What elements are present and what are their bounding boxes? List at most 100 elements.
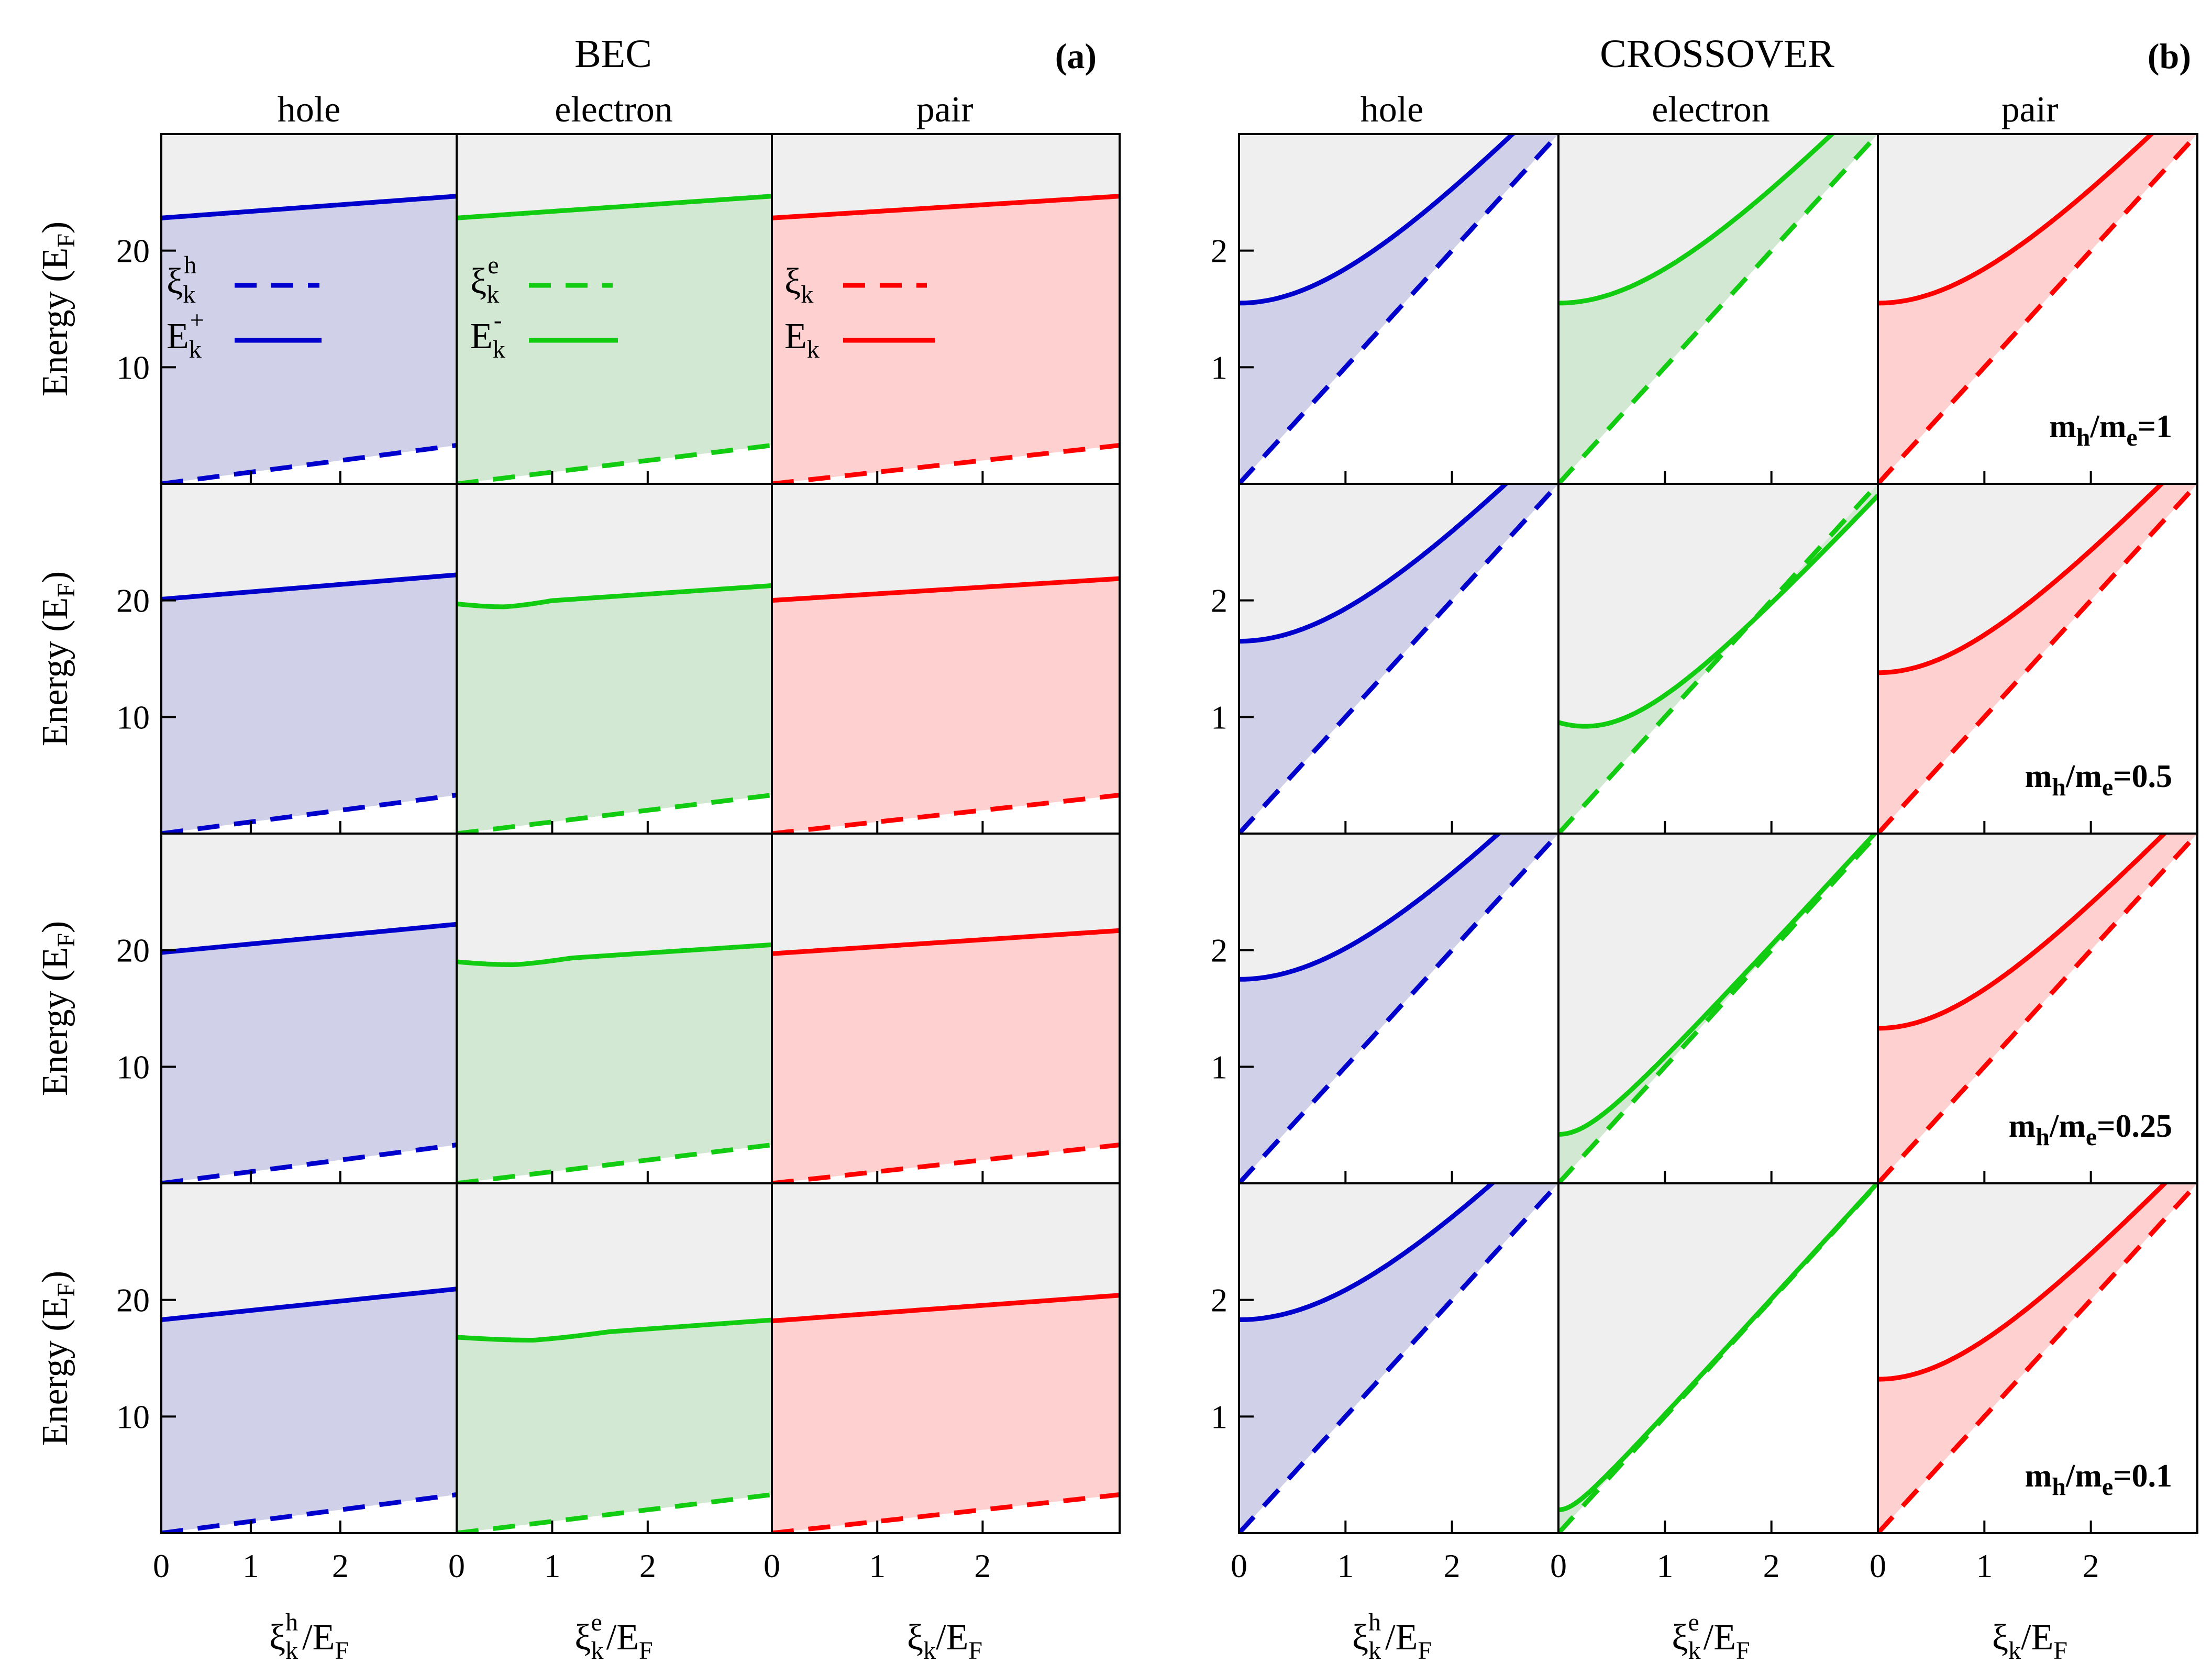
x-tick-label: 0 — [1550, 1547, 1567, 1584]
pair-background-region — [772, 1183, 1120, 1321]
pair-E-curve — [772, 194, 1120, 220]
electron-gap-region — [457, 585, 772, 834]
xlabel-hole-a: ξkh/EF — [269, 1609, 349, 1665]
xlabel-electron-a: ξke/EF — [574, 1609, 652, 1665]
hole-xi-curve — [161, 793, 457, 834]
group-a-title: BEC — [574, 32, 652, 76]
group-b-tag: (b) — [2148, 36, 2191, 76]
hole-E-curve — [161, 194, 457, 220]
panel-bec-electron-row-4: 0 1 2 — [448, 1182, 773, 1584]
electron-E-curve — [457, 194, 772, 220]
panel-bec-hole-row-2: 10 20 — [116, 483, 458, 835]
panel-bec-hole-row-3: 10 20 — [116, 833, 458, 1184]
y-tick-label: 1 — [1211, 698, 1227, 736]
group-a-tag: (a) — [1055, 36, 1097, 76]
hole-E-curve — [1239, 834, 1502, 982]
legend-pair-E-label: Ek — [784, 316, 820, 363]
group-b-title: CROSSOVER — [1600, 32, 1834, 76]
y-tick-label: 10 — [116, 349, 150, 386]
electron-background-region — [457, 134, 772, 218]
pair-background-region — [1878, 134, 2197, 303]
pair-gap-region — [772, 579, 1120, 834]
legend-hole: ξkh Ek+ — [167, 251, 322, 363]
pair-E-curve — [1878, 484, 2165, 675]
pair-xi-curve — [772, 1492, 1120, 1533]
pair-gap-region — [772, 1295, 1120, 1533]
x-tick-label: 1 — [1976, 1547, 1993, 1584]
pair-xi-curve — [772, 793, 1120, 834]
col-header-pair-a: pair — [916, 90, 974, 130]
hole-gap-region — [161, 924, 457, 1183]
electron-xi-curve — [1558, 484, 1878, 834]
electron-E-curve — [1558, 494, 1878, 729]
panel-crossover-pair-row-2 — [1877, 483, 2198, 835]
y-tick-label: 1 — [1211, 1048, 1227, 1085]
x-tick-label: 2 — [974, 1547, 991, 1584]
hole-E-curve — [161, 1286, 457, 1322]
x-tick-label: 0 — [153, 1547, 170, 1584]
panel-frame — [1877, 1182, 2198, 1534]
ratio-label-row-1: mh/me=1 — [2049, 409, 2172, 451]
hole-xi-curve — [161, 1492, 457, 1533]
y-tick-label: 2 — [1211, 582, 1227, 619]
hole-xi-curve — [161, 443, 457, 484]
pair-background-region — [1878, 484, 2197, 673]
hole-xi-curve — [161, 1142, 457, 1183]
electron-E-curve — [1558, 1183, 1878, 1512]
panel-bec-electron-row-1 — [456, 133, 773, 485]
panel-crossover-hole-row-1: 12 — [1211, 133, 1560, 485]
electron-E-curve — [457, 1317, 772, 1343]
pair-xi-curve — [1878, 834, 2197, 1183]
x-tick-label: 1 — [1337, 1547, 1354, 1584]
col-header-electron-a: electron — [555, 90, 672, 130]
electron-xi-curve — [457, 443, 772, 484]
hole-xi-curve — [1239, 1183, 1558, 1533]
pair-background-region — [772, 134, 1120, 218]
legend-electron-xi-label: ξke — [470, 251, 499, 308]
xlabel-hole-b: ξkh/EF — [1352, 1609, 1432, 1665]
panel-crossover-pair-row-1 — [1877, 133, 2198, 485]
panel-bec-pair-row-4: 0 1 2 — [764, 1182, 1121, 1584]
y-tick-label: 2 — [1211, 932, 1227, 969]
hole-background-region — [161, 1183, 457, 1320]
electron-xi-curve — [457, 1492, 772, 1533]
ylabel-row-4: Energy (EF) — [35, 1271, 80, 1446]
panel-bec-electron-row-3 — [456, 833, 773, 1184]
pair-E-curve — [772, 928, 1120, 956]
panel-bec-pair-row-1 — [771, 133, 1121, 485]
electron-background-region — [1558, 834, 1878, 1135]
legend-electron-E-label: Ek- — [470, 306, 505, 363]
x-tick-label: 2 — [2083, 1547, 2099, 1584]
panel-crossover-electron-row-3 — [1557, 833, 1879, 1184]
hole-background-region — [1239, 834, 1558, 980]
ylabel-row-2: Energy (EF) — [35, 571, 80, 746]
electron-background-region — [1558, 134, 1878, 303]
col-header-pair-b: pair — [2001, 90, 2059, 130]
ratio-label-row-2: mh/me=0.5 — [2025, 759, 2172, 801]
hole-xi-curve — [1239, 834, 1558, 1183]
y-tick-label: 2 — [1211, 232, 1227, 270]
x-tick-label: 2 — [1763, 1547, 1780, 1584]
pair-E-curve — [1878, 134, 2155, 306]
electron-background-region — [457, 834, 772, 965]
pair-background-region — [1878, 1183, 2197, 1380]
panel-crossover-electron-row-2 — [1557, 483, 1879, 835]
hole-E-curve — [161, 572, 457, 602]
hole-background-region — [1239, 484, 1558, 641]
col-header-hole-b: hole — [1361, 90, 1424, 130]
electron-gap-region — [457, 1320, 772, 1533]
ylabel-row-3: Energy (EF) — [35, 921, 80, 1096]
panel-crossover-hole-row-2: 12 — [1211, 483, 1560, 835]
hole-background-region — [1239, 134, 1558, 303]
ratio-label-row-4: mh/me=0.1 — [2025, 1458, 2172, 1501]
panel-crossover-hole-row-4: 1 2 0 1 2 — [1211, 1182, 1560, 1584]
pair-xi-curve — [1878, 1183, 2197, 1533]
pair-background-region — [772, 834, 1120, 954]
hole-background-region — [161, 834, 457, 953]
pair-background-region — [1878, 834, 2197, 1028]
hole-E-curve — [1239, 1183, 1496, 1322]
hole-background-region — [1239, 1183, 1558, 1320]
y-tick-label: 20 — [116, 582, 150, 619]
hole-background-region — [161, 134, 457, 218]
panel-frame — [771, 1182, 1121, 1534]
